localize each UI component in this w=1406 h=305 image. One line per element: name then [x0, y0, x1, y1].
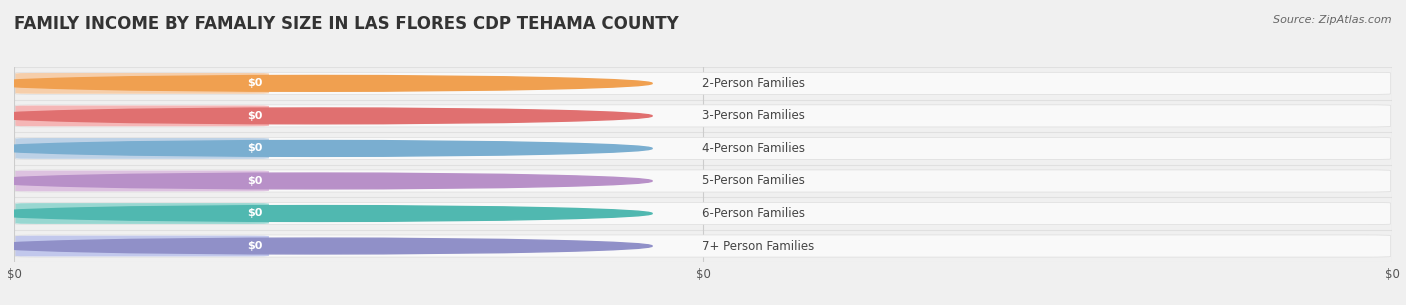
Text: $0: $0 [246, 209, 262, 218]
Text: 5-Person Families: 5-Person Families [703, 174, 806, 188]
FancyBboxPatch shape [15, 203, 1391, 224]
FancyBboxPatch shape [15, 106, 269, 126]
Circle shape [0, 173, 652, 189]
Text: $0: $0 [246, 111, 262, 121]
FancyBboxPatch shape [15, 138, 269, 159]
FancyBboxPatch shape [15, 236, 269, 257]
FancyBboxPatch shape [15, 235, 1391, 257]
Text: $0: $0 [246, 241, 262, 251]
FancyBboxPatch shape [15, 72, 1391, 95]
Text: $0: $0 [246, 176, 262, 186]
FancyBboxPatch shape [15, 203, 269, 224]
FancyBboxPatch shape [15, 137, 1391, 160]
Text: 6-Person Families: 6-Person Families [703, 207, 806, 220]
Circle shape [0, 108, 652, 124]
FancyBboxPatch shape [15, 170, 269, 191]
FancyBboxPatch shape [15, 170, 1391, 192]
FancyBboxPatch shape [15, 105, 1391, 127]
Circle shape [0, 141, 652, 156]
Circle shape [0, 238, 652, 254]
Text: $0: $0 [246, 143, 262, 153]
Text: 3-Person Families: 3-Person Families [703, 109, 806, 122]
Circle shape [0, 206, 652, 221]
Text: 4-Person Families: 4-Person Families [703, 142, 806, 155]
Text: 7+ Person Families: 7+ Person Families [703, 239, 814, 253]
Text: 2-Person Families: 2-Person Families [703, 77, 806, 90]
Text: Source: ZipAtlas.com: Source: ZipAtlas.com [1274, 15, 1392, 25]
Text: $0: $0 [246, 78, 262, 88]
FancyBboxPatch shape [15, 73, 269, 94]
Text: FAMILY INCOME BY FAMALIY SIZE IN LAS FLORES CDP TEHAMA COUNTY: FAMILY INCOME BY FAMALIY SIZE IN LAS FLO… [14, 15, 679, 33]
Circle shape [0, 75, 652, 91]
